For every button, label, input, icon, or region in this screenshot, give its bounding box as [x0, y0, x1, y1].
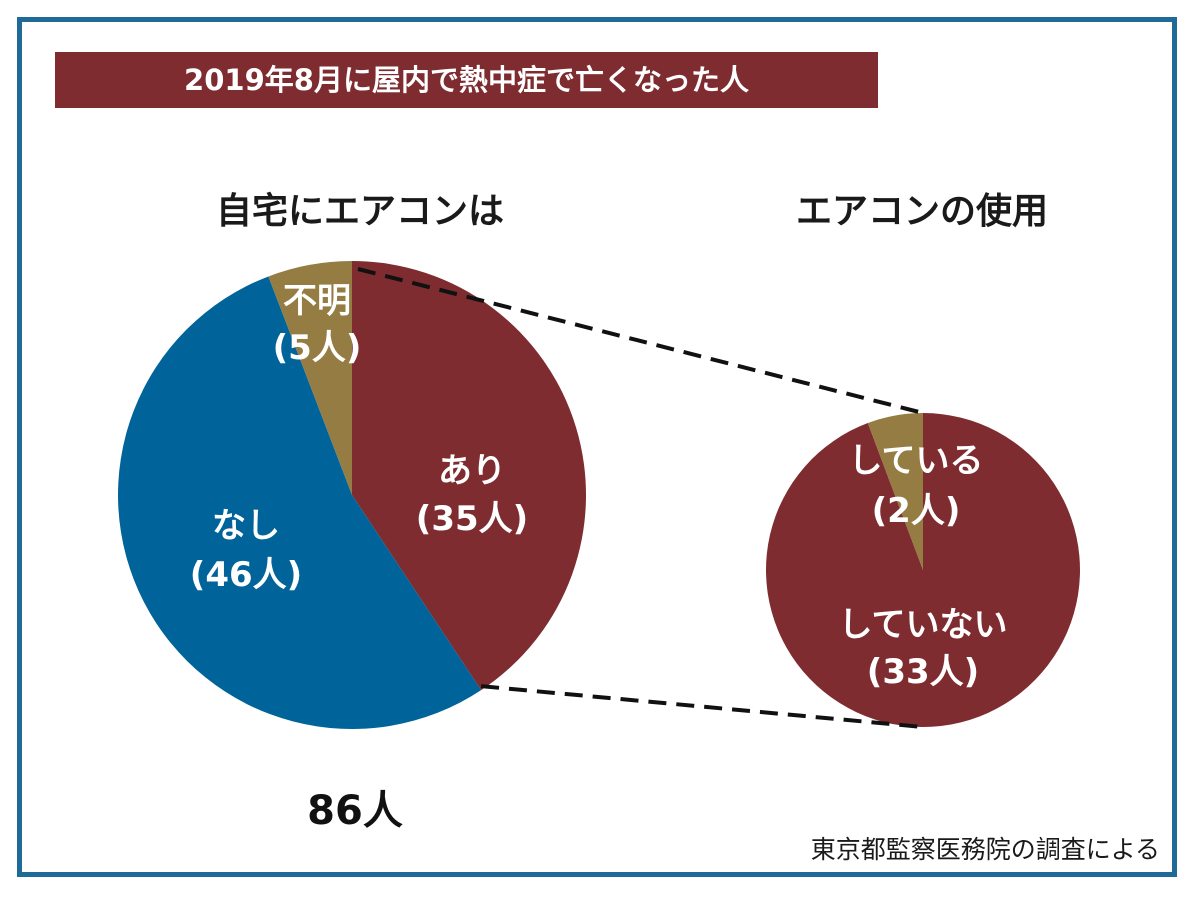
label-shiteiru-value: (2人): [872, 491, 961, 531]
label-shiteinai: していない: [839, 605, 1008, 645]
slice-nashi: [118, 276, 482, 729]
connector-lines: [357, 267, 924, 729]
slice-ari: [352, 261, 587, 691]
label-ari: あり: [438, 451, 506, 491]
label-shiteinai-value: (33人): [867, 652, 979, 692]
left-pie-title: 自宅にエアコンは: [215, 191, 504, 232]
connector-top: [357, 267, 924, 415]
label-ari-value: (35人): [416, 499, 528, 539]
slice-shiteinai: [765, 413, 1080, 727]
right-pie: [765, 413, 1080, 727]
slice-labels: あり (35人) なし (46人) 不明 (5人) している (2人) していない (33人): [190, 281, 1008, 692]
title-banner: 2019年8月に屋内で熱中症で亡くなった人: [55, 52, 878, 108]
connector-bottom: [480, 684, 924, 729]
left-pie-total: 86人: [307, 788, 403, 834]
left-pie: [118, 261, 587, 729]
source-note: 東京都監察医務院の調査による: [810, 835, 1160, 864]
label-fumei: 不明: [283, 281, 351, 321]
slice-fumei: [268, 261, 352, 495]
slice-shiteiru: [867, 413, 923, 570]
label-shiteiru: している: [849, 441, 984, 481]
label-nashi-value: (46人): [190, 555, 302, 595]
right-pie-title: エアコンの使用: [795, 191, 1048, 232]
label-fumei-value: (5人): [273, 328, 362, 368]
label-nashi: なし: [212, 506, 280, 546]
